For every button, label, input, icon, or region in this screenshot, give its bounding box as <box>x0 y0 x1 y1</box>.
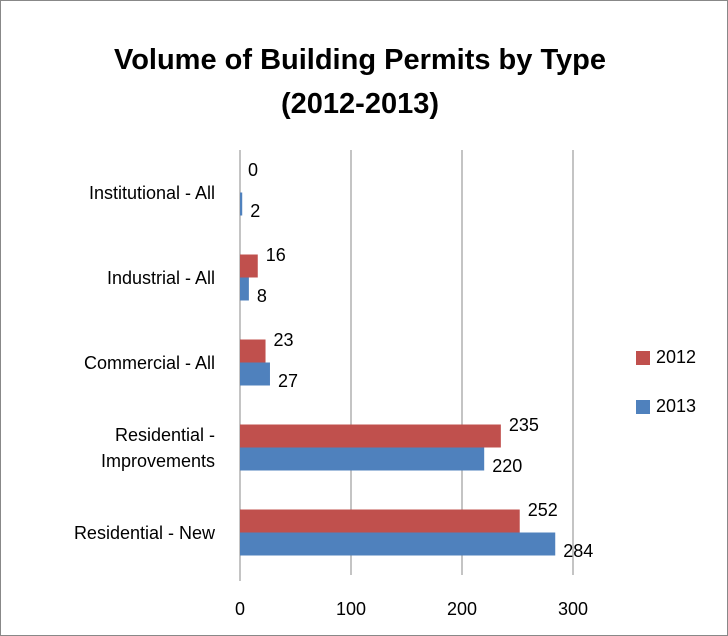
x-tick-label: 0 <box>235 599 245 619</box>
data-label: 0 <box>248 160 258 180</box>
data-label: 23 <box>274 330 294 350</box>
legend-label: 2012 <box>656 347 696 367</box>
bar <box>240 339 266 363</box>
x-tick-label: 200 <box>447 599 477 619</box>
legend-swatch <box>636 400 650 414</box>
bar <box>240 362 270 386</box>
data-label: 235 <box>509 415 539 435</box>
bar <box>240 447 485 471</box>
y-tick-label: Industrial - All <box>106 267 215 288</box>
x-tick-label: 100 <box>336 599 366 619</box>
chart-title: Volume of Building Permits by Type (2012… <box>114 44 606 120</box>
data-label: 2 <box>250 201 260 221</box>
bar <box>240 254 258 278</box>
data-label: 284 <box>563 541 593 561</box>
y-tick-label: Residential - Improvements <box>100 424 215 471</box>
bar <box>240 509 520 533</box>
data-label: 27 <box>278 371 298 391</box>
bar <box>240 532 556 556</box>
x-tick-label: 300 <box>558 599 588 619</box>
bar <box>240 424 501 448</box>
y-tick-label: Institutional - All <box>88 182 215 203</box>
legend-label: 2013 <box>656 396 696 416</box>
data-label: 220 <box>492 456 522 476</box>
data-label: 252 <box>528 500 558 520</box>
bar <box>240 192 243 216</box>
y-tick-label: Commercial - All <box>83 352 215 373</box>
bar <box>240 277 249 301</box>
data-label: 16 <box>266 245 286 265</box>
data-label: 8 <box>257 286 267 306</box>
y-tick-label: Residential - New <box>73 522 215 543</box>
legend-swatch <box>636 351 650 365</box>
